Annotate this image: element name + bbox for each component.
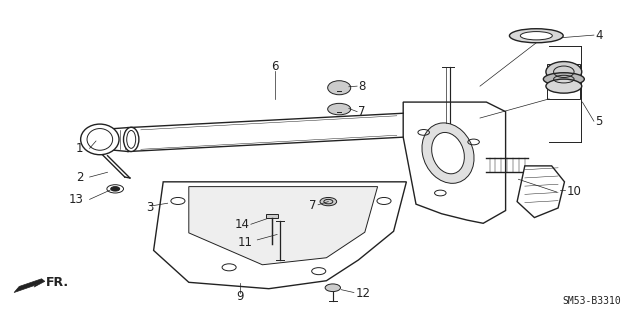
Circle shape [320,197,337,206]
Text: 7: 7 [358,105,366,118]
Text: 2: 2 [76,171,83,183]
Polygon shape [189,187,378,265]
Polygon shape [517,166,564,218]
Ellipse shape [422,123,474,183]
Text: 8: 8 [358,80,366,93]
Text: SM53-B3310: SM53-B3310 [562,296,621,307]
Text: 11: 11 [238,236,253,249]
Circle shape [107,185,124,193]
Ellipse shape [543,73,584,85]
Text: 14: 14 [235,219,250,231]
Text: 3: 3 [146,201,154,214]
Bar [547,64,580,99]
Text: 10: 10 [566,185,581,198]
Text: 7: 7 [309,199,317,212]
Text: 1: 1 [76,142,83,155]
Polygon shape [403,102,506,223]
Text: 9: 9 [236,290,244,303]
Ellipse shape [546,62,582,82]
Text: 13: 13 [68,193,83,206]
Circle shape [111,187,120,191]
Text: 4: 4 [595,29,603,41]
Circle shape [325,284,340,292]
Polygon shape [154,182,406,289]
Text: 6: 6 [271,61,279,73]
Text: FR.: FR. [46,276,69,289]
Ellipse shape [546,79,582,93]
Ellipse shape [431,132,465,174]
Polygon shape [14,279,45,293]
Ellipse shape [328,103,351,115]
Text: 5: 5 [595,115,603,128]
Ellipse shape [328,81,351,95]
Ellipse shape [520,32,552,40]
Text: 12: 12 [355,287,370,300]
Ellipse shape [81,124,119,155]
Ellipse shape [124,127,139,152]
Bar [266,214,278,218]
Ellipse shape [509,29,563,43]
